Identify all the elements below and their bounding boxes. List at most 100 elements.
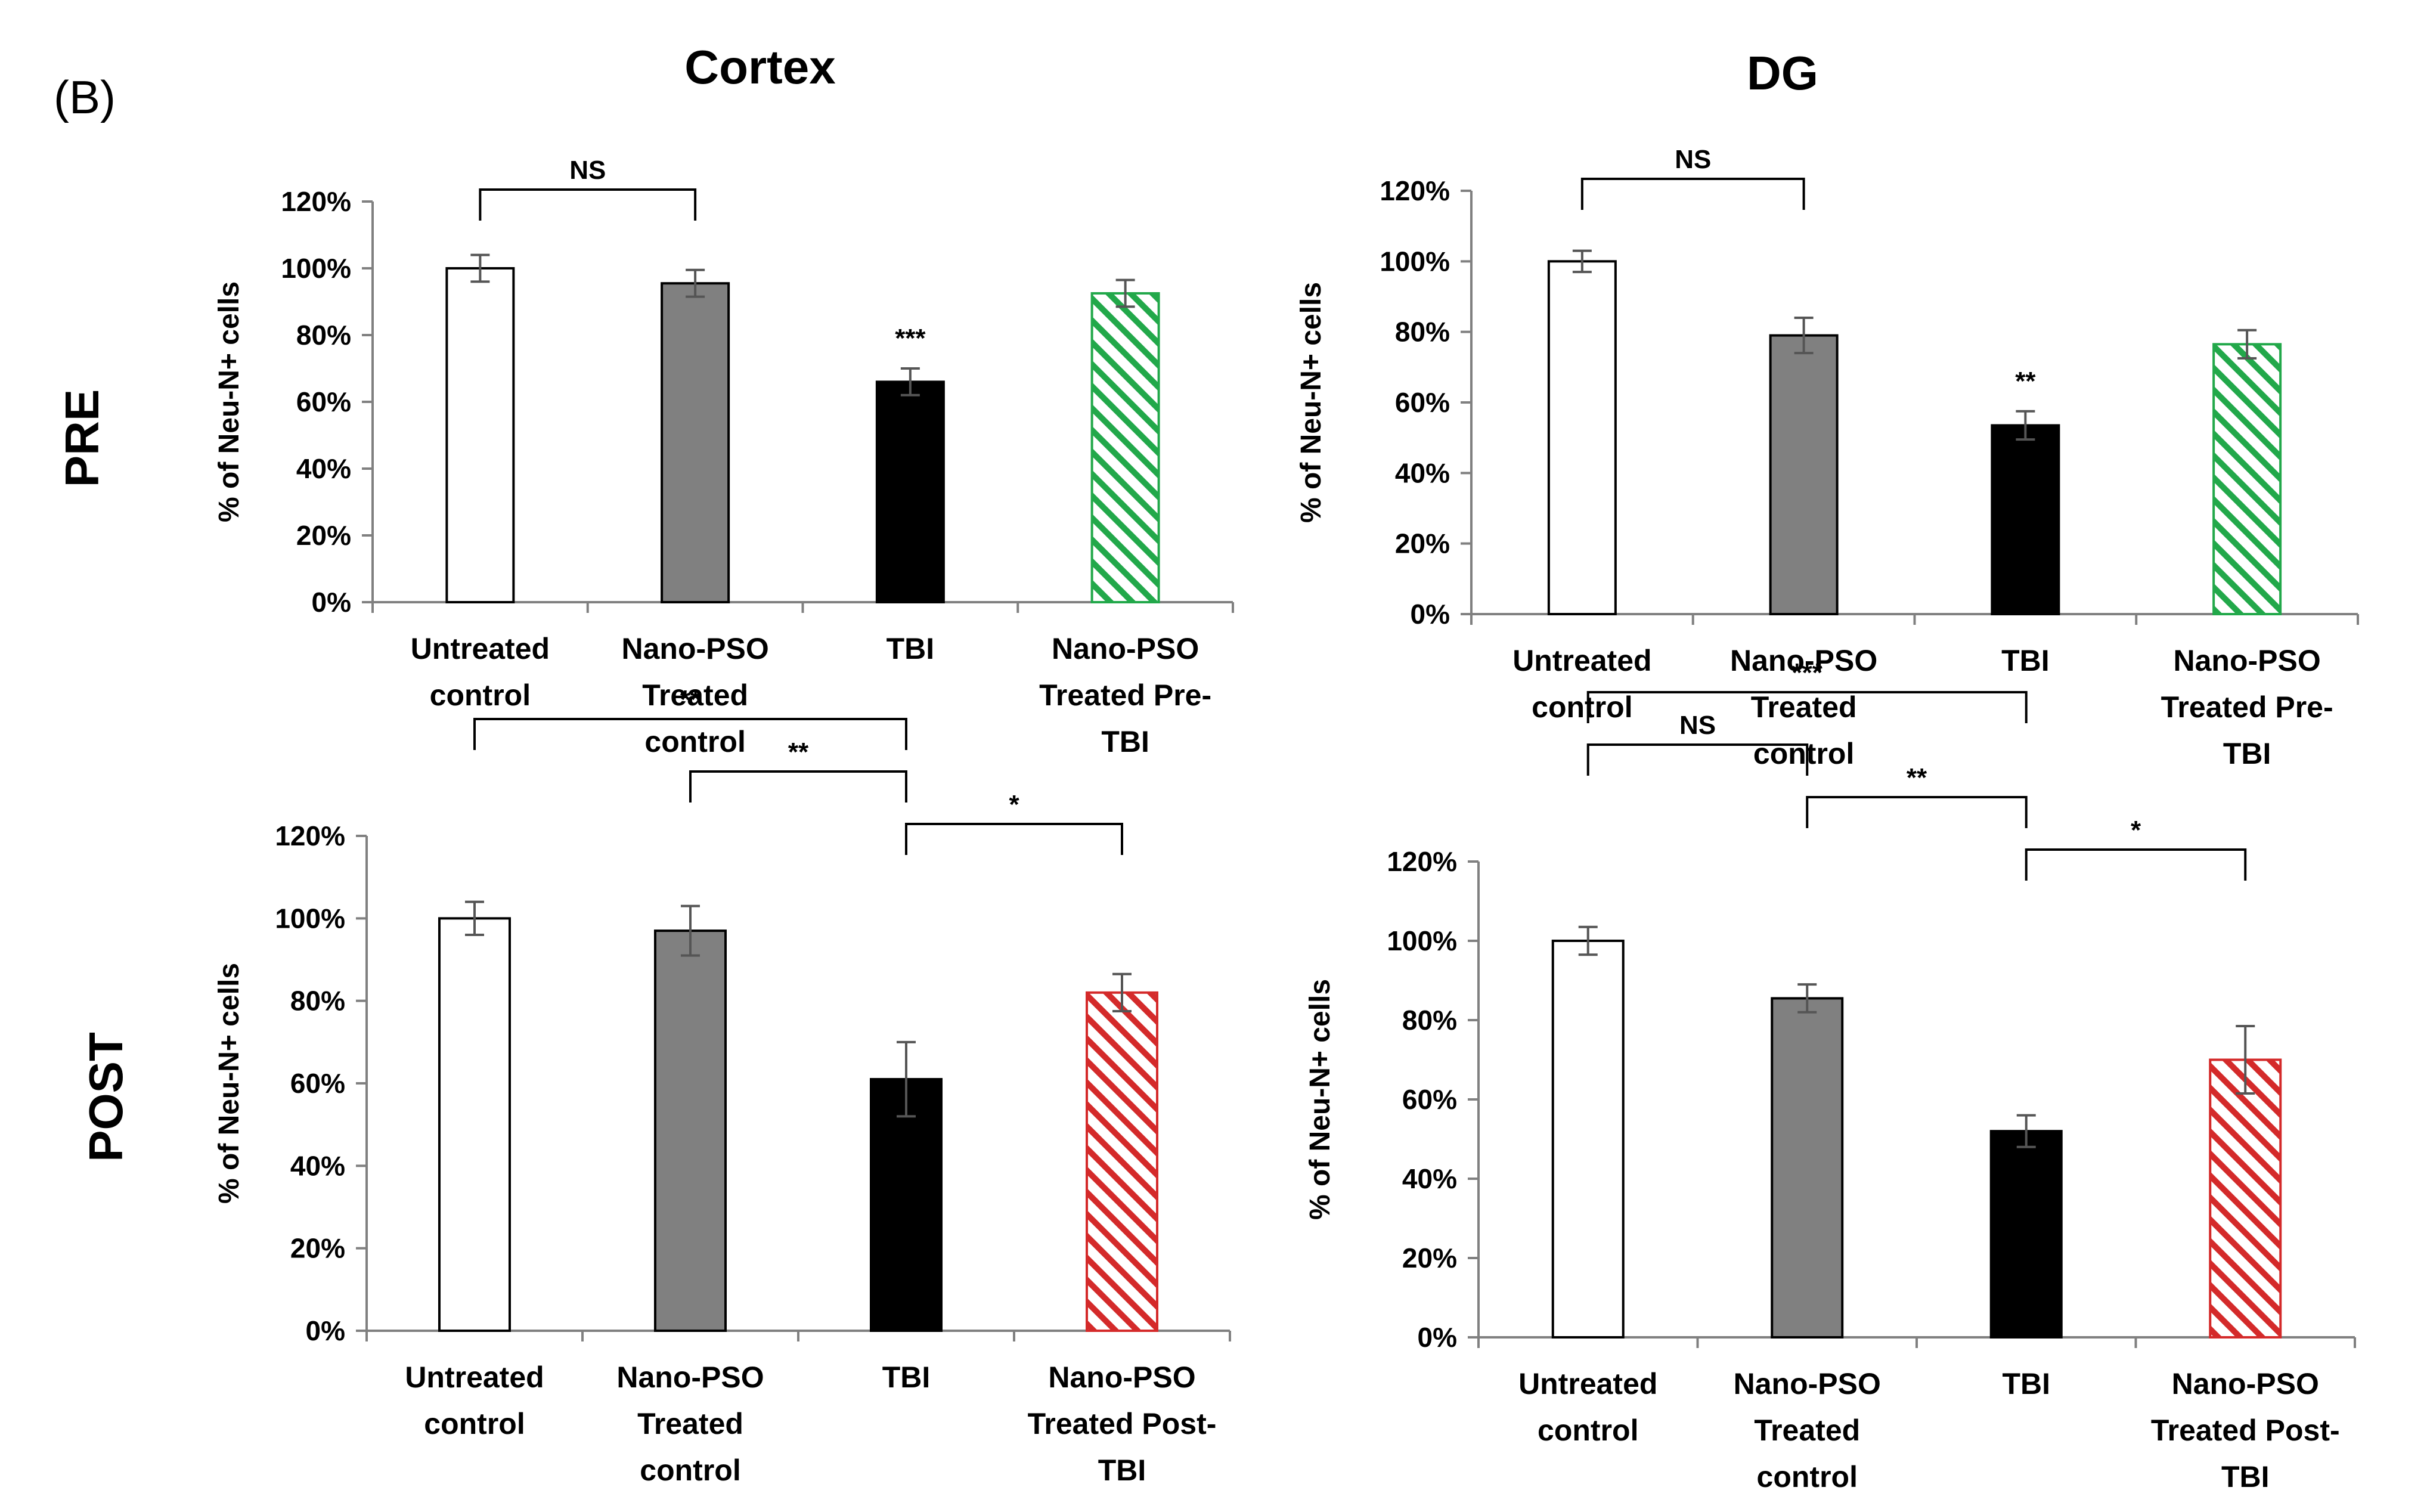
bar-2 [1991, 424, 2060, 615]
bracket-label: NS [1679, 711, 1716, 740]
x-category-label: Nano-PSO Treated Post- TBI [2151, 1367, 2340, 1494]
y-tick-label: 120% [1380, 175, 1450, 206]
x-category-label: Untreated control [405, 1361, 544, 1440]
x-category-label-line: Nano-PSO [1734, 1367, 1881, 1401]
y-tick-label: 20% [296, 520, 351, 551]
x-category-label-line: Untreated [405, 1361, 544, 1394]
x-category-label-line: control [644, 725, 745, 758]
y-tick-label: 60% [290, 1068, 345, 1099]
y-tick-label: 20% [1395, 528, 1450, 559]
significance-bracket [1586, 691, 2028, 723]
x-category-label-line: Untreated [411, 632, 550, 665]
bar-3 [1086, 991, 1158, 1333]
x-category-label-line: Nano-PSO [1730, 644, 1877, 677]
x-category-label: Untreated control [1512, 644, 1651, 724]
y-tick-label: 40% [296, 453, 351, 484]
chart-pre-cortex: 0% 20% 40% 60% 80% 100% 120% % of Neu-N+ cells *… [213, 156, 1234, 758]
significance-bracket [479, 188, 697, 221]
y-tick-label: 100% [1380, 246, 1450, 277]
y-tick-label: 0% [1418, 1322, 1457, 1353]
significance-bracket [1580, 178, 1805, 210]
x-category-label-line: Nano-PSO [2172, 1367, 2319, 1401]
y-axis-label: % of Neu-N+ cells [1304, 979, 1336, 1220]
y-axis-label: % of Neu-N+ cells [213, 963, 245, 1204]
bracket-label: * [2131, 816, 2141, 845]
bar-3 [1090, 292, 1160, 603]
x-category-label-line: Nano-PSO [622, 632, 769, 665]
x-category-label-line: Treated Post- [1028, 1407, 1217, 1440]
bracket-label: ** [1907, 763, 1927, 792]
bar-0 [445, 267, 515, 603]
x-category-label-line: TBI [2001, 644, 2050, 677]
column-title-dg: DG [1747, 47, 1818, 100]
y-tick-label: 80% [296, 320, 351, 351]
x-category-label-line: control [430, 678, 531, 712]
y-tick-label: 60% [1402, 1084, 1457, 1115]
x-category-label-line: TBI [2221, 1460, 2270, 1494]
y-tick-label: 0% [1411, 599, 1450, 630]
x-category-label-line: TBI [887, 632, 935, 665]
x-category-label-line: TBI [2223, 737, 2271, 770]
x-category-label: Nano-PSO Treated Pre- TBI [1039, 632, 1211, 758]
bar-1 [654, 929, 727, 1333]
significance-bracket [689, 770, 907, 803]
y-tick-label: 80% [1402, 1005, 1457, 1036]
x-category-label: Nano-PSO Treated control [1730, 644, 1877, 770]
y-axis-label: % of Neu-N+ cells [213, 281, 245, 522]
bar-3 [2212, 343, 2282, 615]
y-tick-label: 120% [275, 820, 345, 851]
y-tick-label: 120% [281, 186, 351, 217]
y-tick-label: 40% [1395, 457, 1450, 488]
bar-0 [1551, 940, 1625, 1339]
y-tick-label: 60% [1395, 387, 1450, 418]
y-tick-label: 40% [1402, 1163, 1457, 1194]
x-category-label-line: TBI [1098, 1454, 1146, 1487]
bracket-label: NS [569, 156, 606, 185]
x-category-label-line: Treated Post- [2151, 1414, 2340, 1447]
bar-3 [2209, 1058, 2282, 1339]
x-category-label-line: control [640, 1454, 740, 1487]
bar-2 [1989, 1130, 2063, 1339]
x-category-label-line: Untreated [1518, 1367, 1657, 1401]
x-category-label-line: TBI [2002, 1367, 2050, 1401]
x-category-label: TBI [882, 1361, 931, 1394]
bar-0 [1547, 260, 1617, 616]
x-category-label-line: Nano-PSO [2174, 644, 2321, 677]
bar-significance-label: ** [2015, 367, 2036, 396]
row-title-post: POST [79, 1032, 132, 1162]
x-category-label-line: control [1532, 690, 1632, 724]
x-category-label-line: Untreated [1512, 644, 1651, 677]
x-category-label-line: control [424, 1407, 525, 1440]
x-category-label-line: Nano-PSO [1052, 632, 1199, 665]
y-tick-label: 80% [290, 986, 345, 1017]
y-tick-label: 20% [1402, 1243, 1457, 1274]
x-category-label: Untreated control [411, 632, 550, 712]
x-category-label: Nano-PSO Treated control [1734, 1367, 1881, 1494]
chart-pre-dg: 0% 20% 40% 60% 80% 100% 120% % of Neu-N+ cells *… [1295, 145, 2359, 770]
x-category-label-line: Treated Pre- [2161, 690, 2333, 724]
x-category-label-line: Treated [642, 678, 748, 712]
y-tick-label: 60% [296, 386, 351, 417]
x-category-label-line: Treated [1754, 1414, 1860, 1447]
column-title-cortex: Cortex [684, 41, 835, 94]
chart-post-dg: 0% 20% 40% 60% 80% 100% 120% % of Neu-N+ cells U… [1304, 658, 2356, 1494]
x-category-label-line: Treated [1751, 690, 1857, 724]
significance-bracket [2025, 848, 2247, 881]
bar-1 [1771, 997, 1844, 1339]
y-tick-label: 100% [275, 903, 345, 934]
x-category-label-line: Treated [637, 1407, 743, 1440]
y-tick-label: 120% [1387, 846, 1457, 877]
significance-bracket [905, 823, 1123, 855]
bar-2 [875, 380, 945, 604]
x-category-label: Nano-PSO Treated control [622, 632, 769, 758]
x-category-label: Nano-PSO Treated control [616, 1361, 764, 1487]
x-category-label-line: control [1757, 1460, 1858, 1494]
x-category-label-line: TBI [882, 1361, 931, 1394]
bar-1 [661, 282, 730, 603]
x-category-label-line: Nano-PSO [616, 1361, 764, 1394]
x-category-label: TBI [887, 632, 935, 665]
y-axis-label: % of Neu-N+ cells [1295, 282, 1327, 523]
bracket-label: * [1009, 790, 1019, 819]
